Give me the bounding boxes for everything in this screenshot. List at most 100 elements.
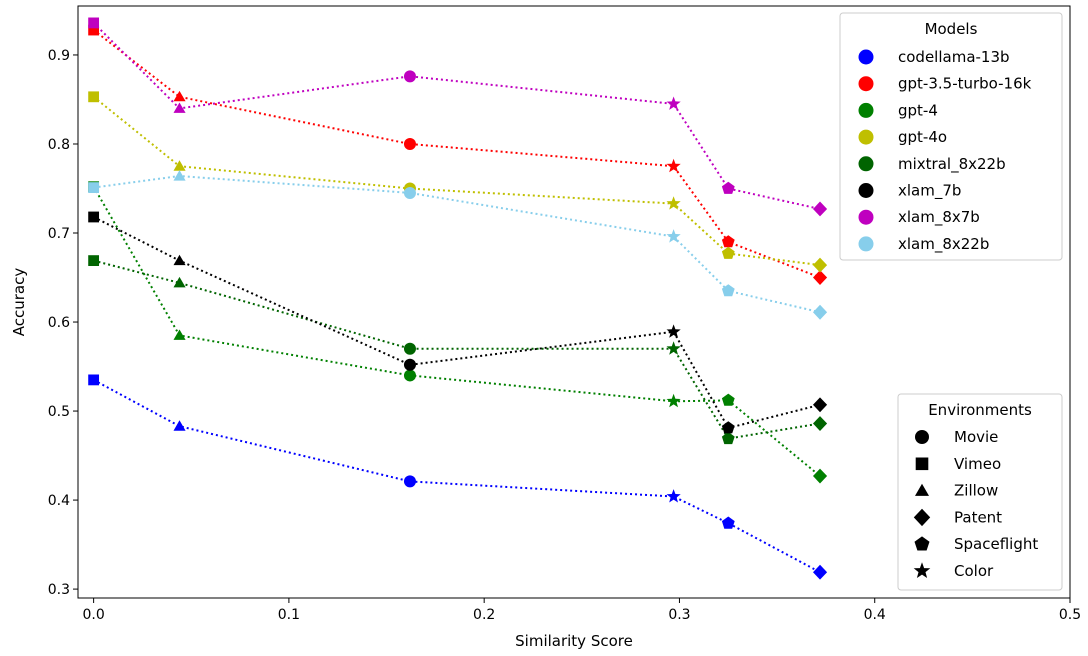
series-line <box>93 259 821 440</box>
x-tick-label: 0.1 <box>278 607 300 623</box>
data-point <box>666 196 681 210</box>
plot-frame <box>77 5 1071 599</box>
y-tick-label: 0.5 <box>48 404 70 420</box>
x-tick-label: 0.0 <box>82 607 104 623</box>
data-point <box>173 254 186 266</box>
legend-label: gpt-3.5-turbo-16k <box>898 75 1032 93</box>
data-point <box>666 158 681 173</box>
legend-entry-patent: Patent <box>913 508 1002 527</box>
y-tick-label: 0.7 <box>48 226 70 242</box>
legend-entry-gpt-4o: gpt-4o <box>858 128 947 146</box>
data-point <box>721 284 735 297</box>
data-point <box>403 369 416 382</box>
data-point <box>721 421 735 434</box>
legend-label: Spaceflight <box>954 535 1038 553</box>
series-line <box>93 216 821 430</box>
data-point <box>813 201 828 217</box>
data-point <box>88 24 100 36</box>
legend-swatch <box>858 102 874 118</box>
legend-entry-gpt-3.5-turbo-16k: gpt-3.5-turbo-16k <box>858 75 1032 93</box>
data-point <box>813 257 828 273</box>
data-point <box>721 246 735 259</box>
legend-swatch <box>858 156 874 172</box>
legend-label: mixtral_8x22b <box>898 155 1006 174</box>
legend-marker-circle <box>915 430 929 444</box>
legend-entry-xlam_7b: xlam_7b <box>858 182 961 201</box>
series-xlam_8x7b <box>88 17 828 217</box>
legend-entry-vimeo: Vimeo <box>915 455 1001 473</box>
legend-label: xlam_8x7b <box>898 208 980 227</box>
data-point <box>403 358 416 371</box>
x-tick-label: 0.2 <box>473 607 495 623</box>
legend-environments-box <box>897 393 1063 591</box>
legend-entry-gpt-4: gpt-4 <box>858 101 938 119</box>
data-point <box>813 416 828 431</box>
y-tick-label: 0.9 <box>48 48 70 64</box>
data-point <box>403 342 416 355</box>
legend-entry-codellama-13b: codellama-13b <box>858 48 1010 66</box>
legend-label: gpt-4o <box>898 128 947 146</box>
legend-marker-pentagon <box>914 536 930 551</box>
legend-environments: Environments Movie Vimeo Zillow Patent Spacef… <box>897 393 1063 591</box>
data-point <box>721 181 735 194</box>
y-tick-label: 0.4 <box>48 493 70 509</box>
legend-swatch <box>858 183 874 198</box>
data-point <box>403 186 416 199</box>
legend-entry-zillow: Zillow <box>915 482 998 500</box>
data-point <box>88 255 100 267</box>
data-point <box>666 96 681 110</box>
legend-label: codellama-13b <box>898 48 1010 66</box>
legend-marker-star <box>913 562 931 578</box>
data-point <box>88 374 100 386</box>
series-gpt-3.5-turbo-16k <box>88 24 828 285</box>
series-line <box>93 174 821 314</box>
x-tick-label: 0.3 <box>668 607 690 623</box>
legend-swatch <box>858 236 874 252</box>
data-point <box>813 564 828 580</box>
legend-label: xlam_8x22b <box>898 235 989 254</box>
series-mixtral_8x22b <box>88 255 828 445</box>
data-point <box>721 431 735 445</box>
legend-label: Zillow <box>954 482 998 500</box>
series-gpt-4 <box>88 181 828 484</box>
data-point <box>88 17 100 29</box>
legend-models: Models codellama-13b gpt-3.5-turbo-16k gpt-… <box>839 12 1063 261</box>
legend-entry-spaceflight: Spaceflight <box>914 535 1038 553</box>
legend-entry-movie: Movie <box>915 428 998 446</box>
legend-label: Vimeo <box>954 455 1001 473</box>
data-point <box>721 235 735 248</box>
data-point <box>403 137 416 150</box>
data-point <box>666 341 681 355</box>
x-tick-label: 0.4 <box>864 607 886 623</box>
series-line <box>92 96 821 267</box>
data-point <box>721 393 735 406</box>
data-point <box>403 70 416 83</box>
series-codellama-13b <box>88 374 828 580</box>
legend-environments-title: Environments <box>928 401 1032 419</box>
legend-label: gpt-4 <box>898 101 938 119</box>
y-tick-label: 0.3 <box>48 582 70 598</box>
data-point <box>813 397 828 413</box>
legend-models-title: Models <box>925 20 978 38</box>
legend-swatch <box>858 49 874 65</box>
legend-models-box <box>839 12 1063 261</box>
data-point <box>403 475 416 488</box>
legend-swatch <box>858 209 874 225</box>
data-point <box>88 211 100 223</box>
data-point <box>813 468 828 484</box>
legend-marker-triangle <box>915 483 929 496</box>
data-point <box>173 102 186 113</box>
data-point <box>173 90 186 102</box>
series-line <box>92 22 821 210</box>
legend-label: Movie <box>954 428 998 446</box>
data-point <box>88 91 100 103</box>
data-point <box>173 329 186 340</box>
legend-swatch <box>858 76 874 92</box>
legend-label: xlam_7b <box>898 182 961 201</box>
y-tick-label: 0.8 <box>48 137 70 153</box>
y-axis-label: Accuracy <box>10 268 28 337</box>
data-point <box>173 420 186 431</box>
data-point <box>173 160 186 171</box>
legend-marker-diamond <box>913 508 931 527</box>
